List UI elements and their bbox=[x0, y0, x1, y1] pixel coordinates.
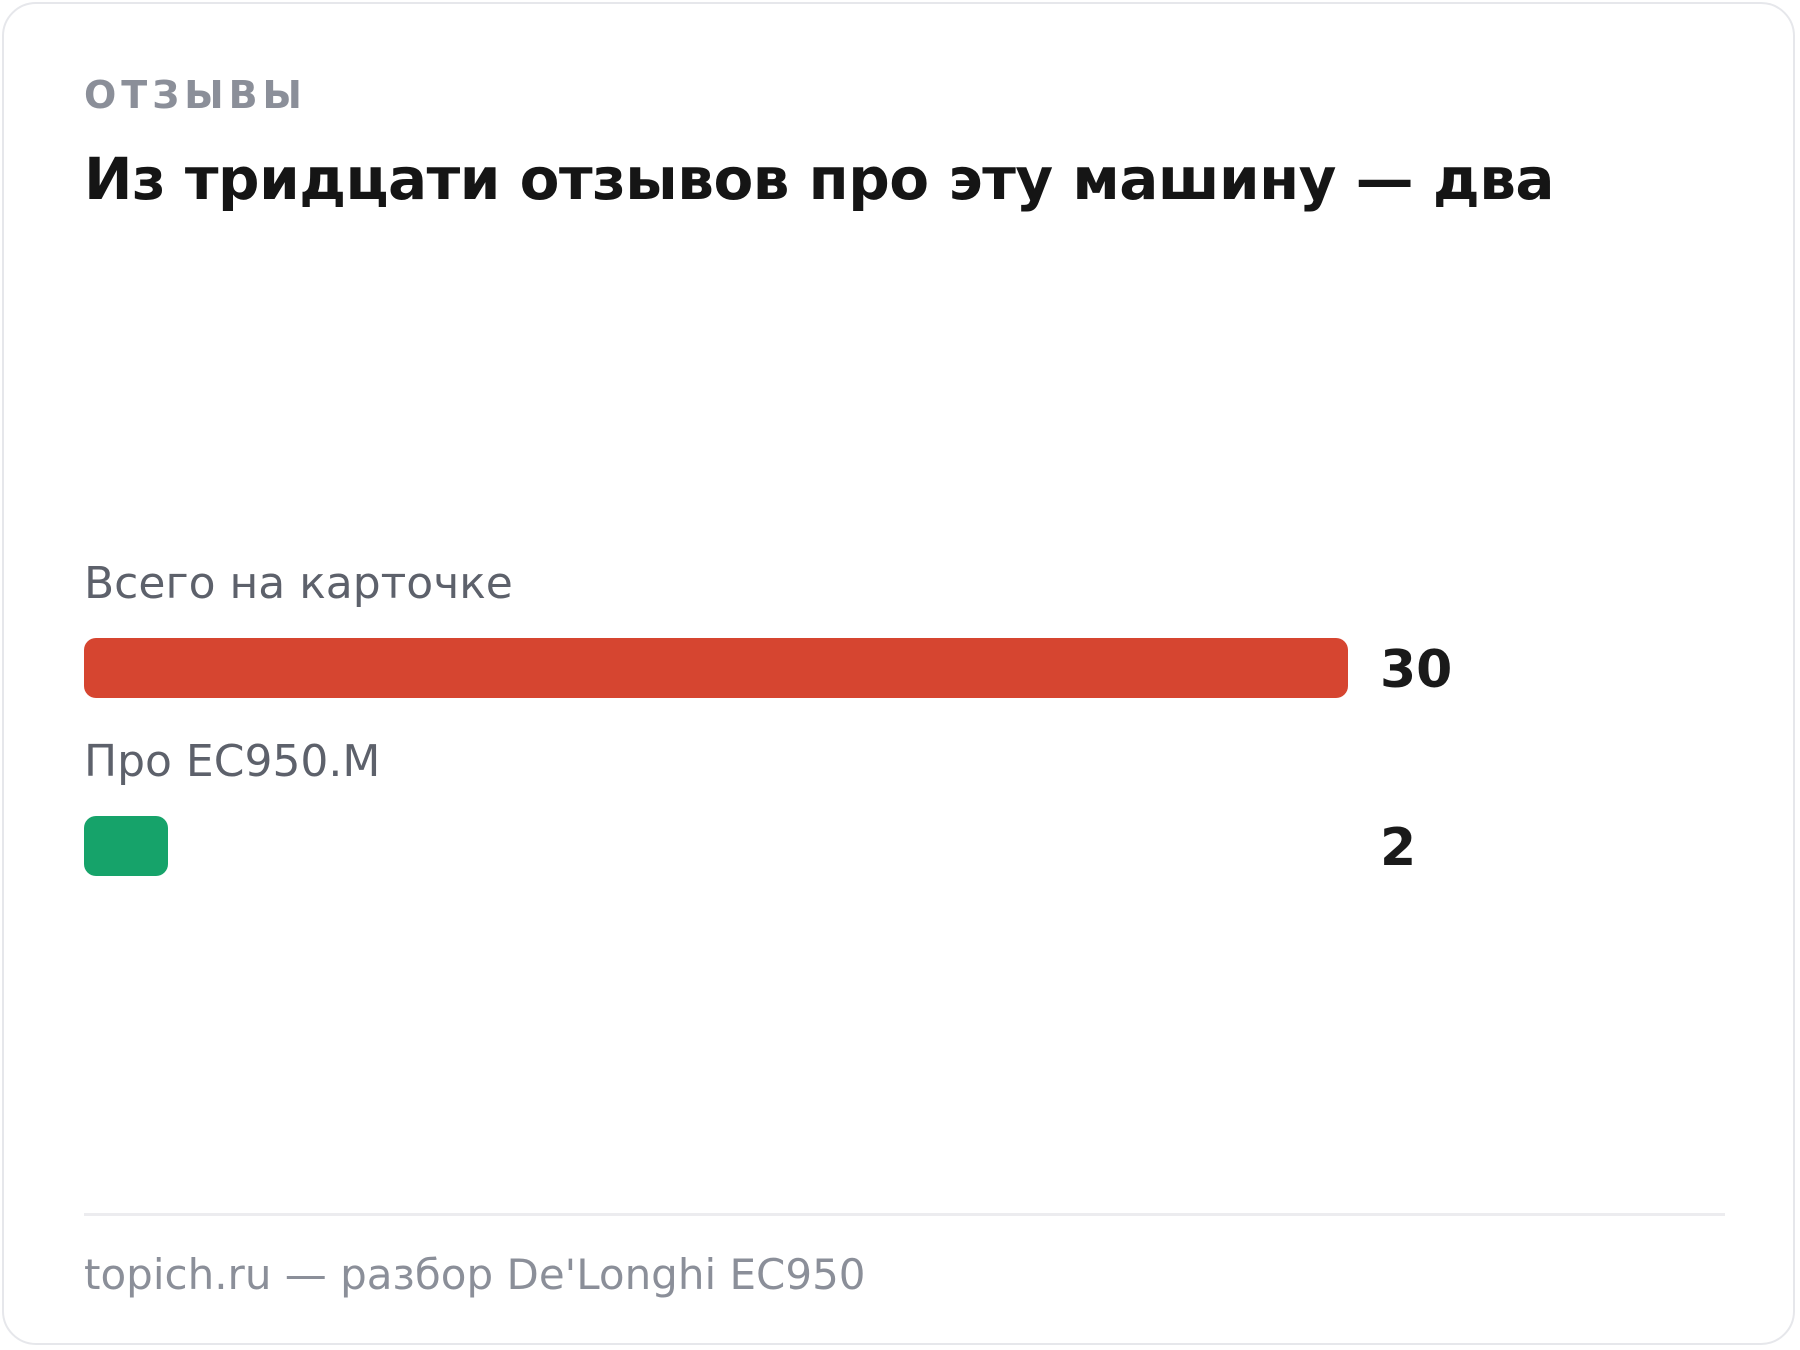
bar-label-ec950m: Про EC950.M bbox=[84, 736, 381, 787]
bar-label-total: Всего на карточке bbox=[84, 558, 513, 609]
footer-source: topich.ru — разбор De'Longhi EC950 bbox=[84, 1250, 866, 1299]
bar-total bbox=[84, 638, 1348, 698]
section-kicker: ОТЗЫВЫ bbox=[84, 73, 307, 117]
footer-divider bbox=[84, 1213, 1725, 1216]
bar-ec950m bbox=[84, 816, 169, 876]
chart-title: Из тридцати отзывов про эту машину — два bbox=[84, 145, 1555, 213]
bar-value-ec950m: 2 bbox=[1380, 818, 1417, 878]
bar-value-total: 30 bbox=[1380, 640, 1453, 700]
